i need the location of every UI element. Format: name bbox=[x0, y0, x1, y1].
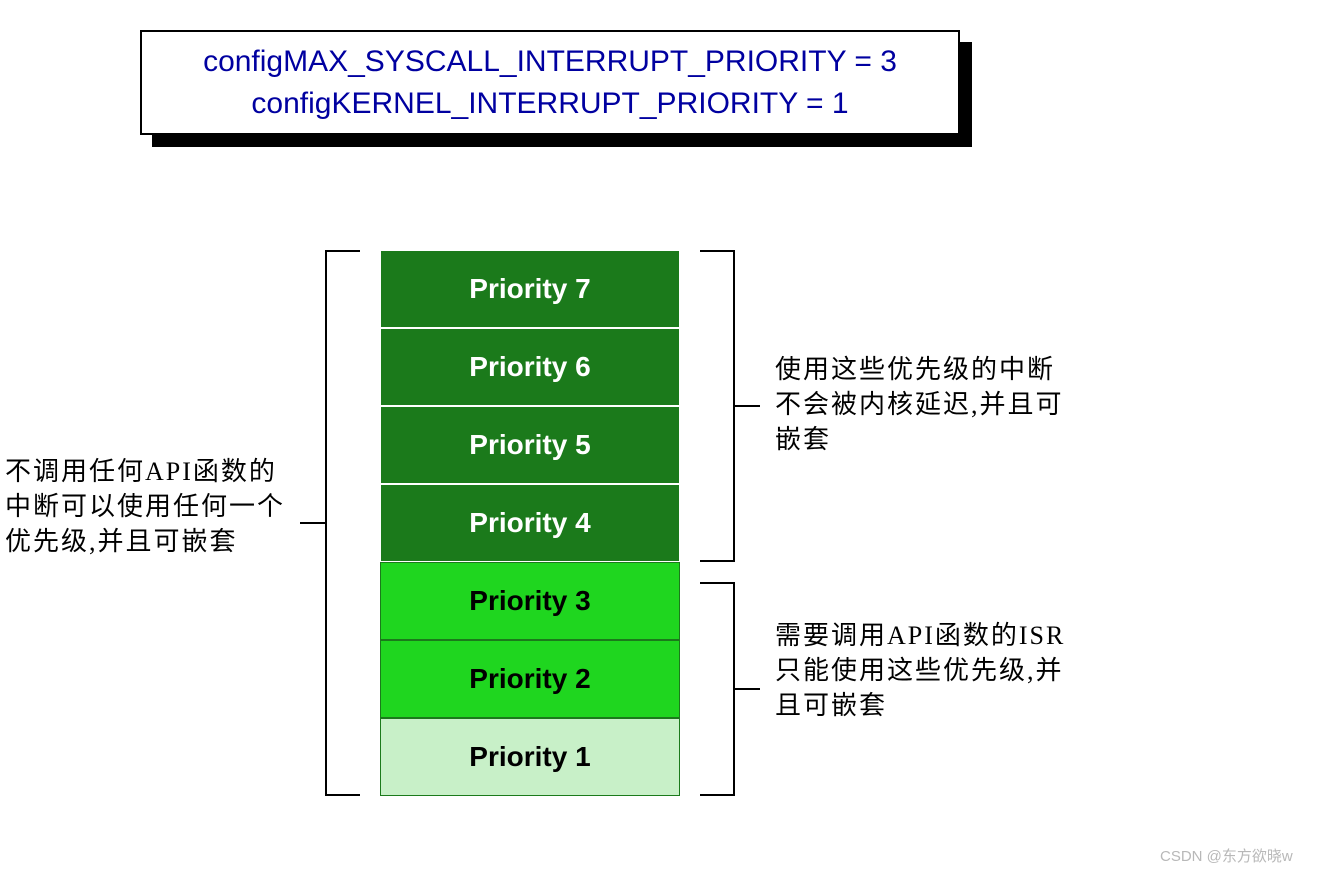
priority-row-3: Priority 3 bbox=[380, 562, 680, 640]
annotation-left: 不调用任何API函数的中断可以使用任何一个优先级,并且可嵌套 bbox=[5, 454, 300, 559]
header-line-2: configKERNEL_INTERRUPT_PRIORITY = 1 bbox=[251, 83, 848, 125]
priority-row-7: Priority 7 bbox=[380, 250, 680, 328]
annotation-right-bottom: 需要调用API函数的ISR只能使用这些优先级,并且可嵌套 bbox=[775, 618, 1070, 723]
left-bracket bbox=[325, 250, 360, 796]
priority-row-2: Priority 2 bbox=[380, 640, 680, 718]
priority-row-4: Priority 4 bbox=[380, 484, 680, 562]
priority-row-5: Priority 5 bbox=[380, 406, 680, 484]
priority-row-1: Priority 1 bbox=[380, 718, 680, 796]
right-top-bracket bbox=[700, 250, 735, 562]
header-line-1: configMAX_SYSCALL_INTERRUPT_PRIORITY = 3 bbox=[203, 41, 897, 83]
right-top-bracket-tick bbox=[735, 405, 760, 407]
right-bottom-bracket bbox=[700, 582, 735, 796]
left-bracket-tick bbox=[300, 522, 325, 524]
annotation-right-top: 使用这些优先级的中断不会被内核延迟,并且可嵌套 bbox=[775, 352, 1070, 457]
watermark: CSDN @东方欲晓w bbox=[1160, 845, 1293, 866]
right-bottom-bracket-tick bbox=[735, 688, 760, 690]
priority-stack: Priority 7Priority 6Priority 5Priority 4… bbox=[380, 250, 680, 796]
header-box: configMAX_SYSCALL_INTERRUPT_PRIORITY = 3… bbox=[140, 30, 960, 135]
priority-row-6: Priority 6 bbox=[380, 328, 680, 406]
